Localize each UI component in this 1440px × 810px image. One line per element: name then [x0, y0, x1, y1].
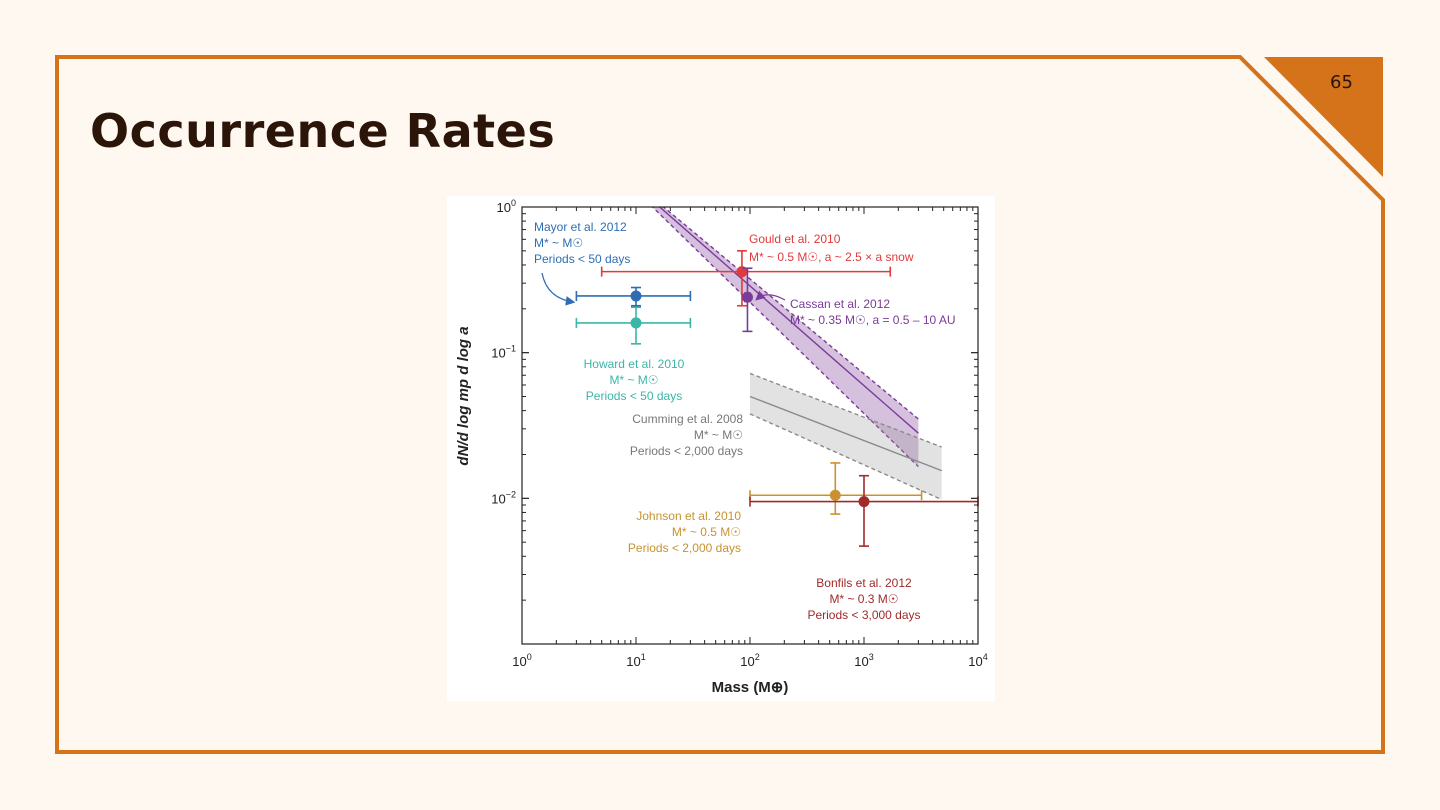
- ticks-layer: [521, 206, 979, 645]
- svg-text:M* ~ 0.3 M☉: M* ~ 0.3 M☉: [829, 592, 898, 606]
- cassan-point: [741, 291, 753, 303]
- johnson-point: [829, 489, 841, 501]
- svg-text:Periods < 50 days: Periods < 50 days: [586, 389, 682, 403]
- corner-flag: [1264, 57, 1383, 177]
- y-tick-label: 10−2: [491, 489, 516, 506]
- johnson-point-group: [749, 462, 923, 515]
- svg-text:Mayor et al. 2012: Mayor et al. 2012: [534, 220, 627, 234]
- label-mayor: Mayor et al. 2012 M* ~ M☉ Periods < 50 d…: [534, 220, 630, 266]
- bonfils-point: [858, 496, 870, 508]
- svg-text:Cumming et al. 2008: Cumming et al. 2008: [632, 412, 743, 426]
- howard-point-group: [575, 306, 692, 345]
- label-cumming: Cumming et al. 2008 M* ~ M☉ Periods < 2,…: [630, 412, 743, 458]
- slide-title: Occurrence Rates: [90, 104, 556, 158]
- svg-text:M* ~ M☉: M* ~ M☉: [694, 428, 743, 442]
- cassan-point-group: [741, 267, 753, 333]
- cassan-band-lower: [651, 207, 919, 468]
- y-axis-label: dN/d log mp d log a: [455, 326, 472, 465]
- svg-text:Periods < 50 days: Periods < 50 days: [534, 252, 630, 266]
- mayor-point: [630, 290, 642, 302]
- svg-text:Howard et al. 2010: Howard et al. 2010: [584, 357, 685, 371]
- label-howard: Howard et al. 2010 M* ~ M☉ Periods < 50 …: [584, 357, 685, 403]
- label-johnson: Johnson et al. 2010 M* ~ 0.5 M☉ Periods …: [628, 509, 741, 555]
- mayor-arrow: [541, 272, 576, 306]
- label-bonfils: Bonfils et al. 2012 M* ~ 0.3 M☉ Periods …: [807, 576, 920, 622]
- svg-text:M* ~ M☉: M* ~ M☉: [534, 236, 583, 250]
- cumming-band-center: [749, 395, 942, 472]
- chart-svg: 100 101 102 103 104 100 10−1 10−2 Mass (…: [455, 198, 988, 696]
- page-number: 65: [1330, 72, 1353, 93]
- howard-point: [630, 317, 642, 329]
- svg-text:M* ~ M☉: M* ~ M☉: [609, 373, 658, 387]
- svg-text:M* ~ 0.35 M☉, a = 0.5 – 10 AU: M* ~ 0.35 M☉, a = 0.5 – 10 AU: [790, 313, 956, 327]
- label-gould: Gould et al. 2010 M* ~ 0.5 M☉, a ~ 2.5 ×…: [749, 232, 914, 264]
- cumming-band-upper: [749, 372, 942, 448]
- frame-border: [55, 55, 1385, 754]
- svg-text:Periods < 2,000 days: Periods < 2,000 days: [628, 541, 741, 555]
- chart-figure: 100 101 102 103 104 100 10−1 10−2 Mass (…: [447, 196, 995, 701]
- cassan-band-upper: [662, 207, 919, 420]
- label-cassan: Cassan et al. 2012 M* ~ 0.35 M☉, a = 0.5…: [790, 297, 956, 327]
- svg-text:Periods < 3,000 days: Periods < 3,000 days: [807, 608, 920, 622]
- x-tick-label: 103: [854, 652, 873, 669]
- x-tick-label: 104: [968, 652, 987, 669]
- svg-text:Periods < 2,000 days: Periods < 2,000 days: [630, 444, 743, 458]
- x-axis-label: Mass (M⊕): [712, 679, 789, 696]
- x-tick-label: 100: [512, 652, 531, 669]
- y-tick-label: 100: [497, 198, 516, 215]
- y-tick-label: 10−1: [491, 344, 516, 361]
- svg-text:Johnson et al. 2010: Johnson et al. 2010: [636, 509, 741, 523]
- svg-text:Bonfils et al. 2012: Bonfils et al. 2012: [816, 576, 912, 590]
- x-tick-label: 102: [740, 652, 759, 669]
- mayor-point-group: [575, 286, 692, 307]
- cassan-arrow: [755, 290, 786, 301]
- x-tick-label: 101: [626, 652, 645, 669]
- svg-text:M* ~ 0.5 M☉, a ~ 2.5 × a snow: M* ~ 0.5 M☉, a ~ 2.5 × a snow: [749, 250, 914, 264]
- svg-text:M* ~ 0.5 M☉: M* ~ 0.5 M☉: [672, 525, 741, 539]
- points-layer: [575, 250, 979, 547]
- cassan-band-center: [658, 207, 919, 434]
- svg-text:Cassan et al. 2012: Cassan et al. 2012: [790, 297, 890, 311]
- bonfils-point-group: [749, 474, 979, 547]
- svg-text:Gould et al. 2010: Gould et al. 2010: [749, 232, 841, 246]
- cumming-band: [750, 373, 942, 500]
